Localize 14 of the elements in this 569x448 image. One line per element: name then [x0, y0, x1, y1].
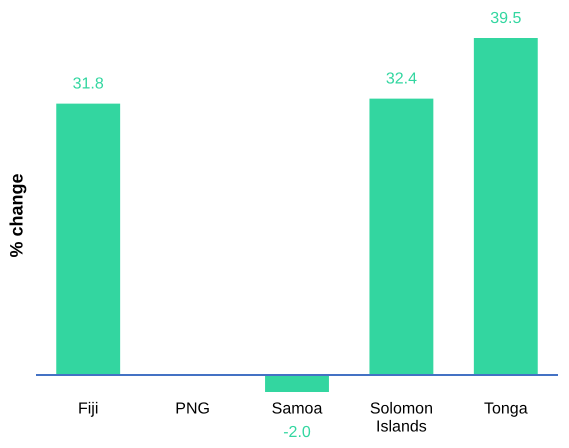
data-label: 31.8	[72, 76, 104, 93]
data-label: -2.0	[283, 424, 311, 441]
bar	[369, 98, 434, 375]
bar	[56, 104, 120, 375]
bar	[474, 38, 538, 375]
data-label: 39.5	[490, 10, 522, 27]
data-label: 32.4	[386, 70, 418, 88]
bar	[265, 374, 329, 392]
x-tick-label: Fiji	[78, 400, 98, 418]
y-axis-title: % change	[6, 173, 26, 258]
x-tick-label: PNG	[175, 400, 210, 418]
x-tick-label: Samoa	[272, 400, 322, 418]
x-tick-label: Solomon Islands	[370, 400, 433, 436]
x-tick-label: Tonga	[484, 400, 528, 418]
